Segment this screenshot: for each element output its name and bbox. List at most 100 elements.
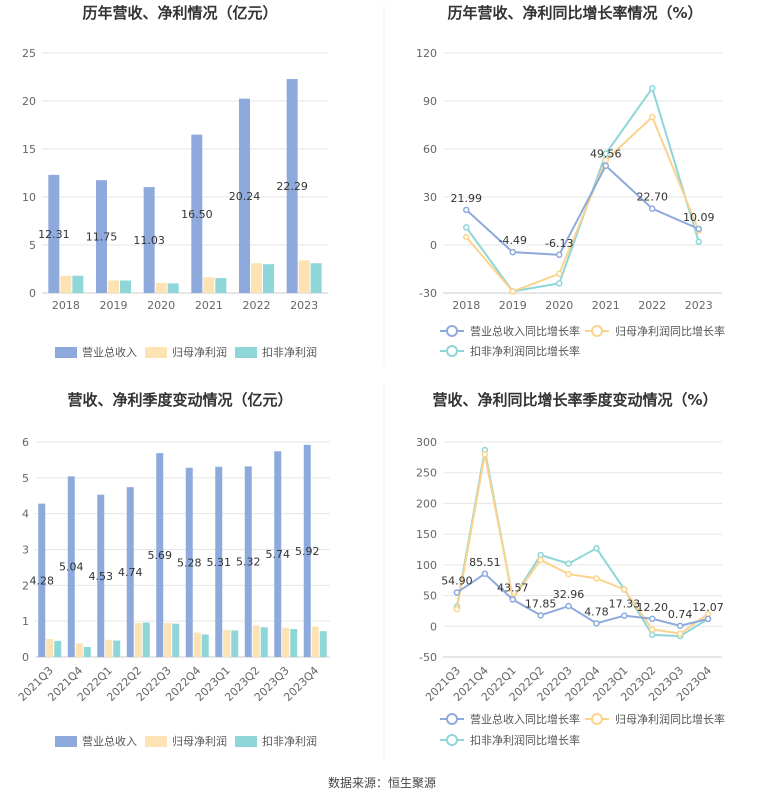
bar-data-label: 4.53 bbox=[89, 570, 114, 583]
series-point-1 bbox=[602, 162, 609, 169]
series-point-1 bbox=[481, 570, 489, 578]
line-data-label: 32.96 bbox=[553, 588, 585, 601]
series-point-2 bbox=[621, 586, 628, 593]
y-tick-label: 200 bbox=[416, 497, 437, 510]
bar-data-label: 5.92 bbox=[295, 545, 320, 558]
series-point-3 bbox=[602, 150, 609, 158]
chart-title: 历年营收、净利情况（亿元） bbox=[82, 4, 277, 22]
chart-panel-4: 营收、净利同比增长率季度变动情况（%） -50 0 50 100 150 200 250 300… bbox=[416, 391, 725, 747]
line-data-label: 10.09 bbox=[683, 211, 715, 224]
y-tick-label: 300 bbox=[416, 436, 437, 449]
bar-3-2021Q3 bbox=[54, 640, 62, 657]
legend-swatch bbox=[235, 736, 257, 747]
bar-2-2023Q3 bbox=[282, 627, 290, 657]
legend-item-2[interactable]: 归母净利润 bbox=[145, 345, 227, 359]
legend-item-1[interactable]: 营业总收入同比增长率 bbox=[440, 712, 580, 726]
series-point-1 bbox=[649, 205, 656, 212]
x-tick-label: 2021 bbox=[195, 299, 223, 312]
series-point-1 bbox=[463, 206, 470, 214]
bar-2-2019 bbox=[108, 280, 119, 293]
y-tick-label: 120 bbox=[416, 47, 437, 60]
legend-item-1[interactable]: 营业总收入 bbox=[55, 345, 137, 359]
y-tick-label: 50 bbox=[423, 590, 437, 603]
x-tick-label: 2023 bbox=[290, 299, 318, 312]
legend-item-3[interactable]: 扣非净利润 bbox=[235, 345, 317, 359]
series-point-2 bbox=[565, 570, 572, 578]
legend-marker bbox=[446, 325, 458, 337]
legend-item-2[interactable]: 归母净利润同比增长率 bbox=[585, 324, 725, 338]
y-tick-label: 5 bbox=[22, 472, 29, 485]
legend-label: 扣非净利润 bbox=[262, 345, 317, 359]
bar-data-label: 16.50 bbox=[181, 208, 213, 221]
y-tick-label: 6 bbox=[22, 436, 29, 449]
bar-1-2021Q4 bbox=[67, 476, 75, 657]
legend-marker bbox=[591, 325, 603, 337]
y-tick-label: 1 bbox=[22, 615, 29, 628]
legend-item-3[interactable]: 扣非净利润同比增长率 bbox=[440, 344, 580, 358]
x-tick-label: 2022 bbox=[243, 299, 271, 312]
series-point-2 bbox=[649, 626, 656, 633]
legend-swatch bbox=[235, 347, 257, 358]
bar-1-2020 bbox=[143, 187, 155, 293]
y-tick-label: 3 bbox=[22, 544, 29, 557]
bar-2-2023Q2 bbox=[252, 625, 260, 657]
legend-item-1[interactable]: 营业总收入 bbox=[55, 734, 137, 748]
x-tick-label: 2020 bbox=[147, 299, 175, 312]
y-tick-label: 2 bbox=[22, 579, 29, 592]
legend-marker bbox=[591, 713, 603, 725]
line-data-label: 21.99 bbox=[451, 192, 483, 205]
bar-2-2020 bbox=[155, 282, 167, 293]
y-tick-label: 90 bbox=[423, 95, 437, 108]
bar-1-2019 bbox=[96, 180, 107, 293]
bar-2-2023Q1 bbox=[223, 630, 231, 657]
bar-2-2022Q2 bbox=[134, 622, 142, 657]
x-tick-label: 2018 bbox=[452, 299, 480, 312]
legend-label: 营业总收入同比增长率 bbox=[470, 324, 580, 338]
legend-item-3[interactable]: 扣非净利润 bbox=[235, 734, 317, 748]
series-line-2 bbox=[455, 454, 709, 635]
x-tick-label: 2019 bbox=[499, 299, 527, 312]
legend-label: 扣非净利润同比增长率 bbox=[470, 733, 580, 747]
legend-item-2[interactable]: 归母净利润同比增长率 bbox=[585, 712, 725, 726]
series-point-2 bbox=[649, 113, 656, 121]
bar-3-2018 bbox=[72, 275, 84, 293]
y-tick-label: 5 bbox=[29, 239, 36, 252]
bar-data-label: 11.75 bbox=[86, 231, 118, 244]
line-data-label: 43.57 bbox=[497, 582, 529, 595]
bar-data-label: 5.74 bbox=[266, 548, 291, 561]
chart-title: 历年营收、净利同比增长率情况（%） bbox=[447, 4, 702, 22]
data-source-text: 数据来源：恒生聚源 bbox=[328, 775, 436, 790]
series-point-3 bbox=[649, 84, 656, 92]
bar-1-2023Q1 bbox=[215, 466, 223, 657]
series-point-1 bbox=[704, 615, 712, 623]
y-tick-label: -30 bbox=[419, 287, 437, 300]
legend-marker bbox=[446, 734, 458, 746]
series-point-3 bbox=[556, 280, 563, 287]
y-tick-label: 10 bbox=[22, 191, 36, 204]
legend-marker bbox=[446, 345, 458, 357]
series-point-1 bbox=[676, 622, 684, 630]
line-data-label: 22.70 bbox=[637, 191, 669, 204]
bar-1-2023Q2 bbox=[244, 466, 252, 657]
bar-data-label: 5.69 bbox=[148, 549, 173, 562]
y-tick-label: 0 bbox=[29, 287, 36, 300]
bar-3-2023Q1 bbox=[231, 630, 239, 657]
line-data-label: -4.49 bbox=[499, 234, 527, 247]
bar-2-2023Q4 bbox=[311, 626, 319, 657]
bar-3-2022Q3 bbox=[172, 623, 180, 657]
legend-item-2[interactable]: 归母净利润 bbox=[145, 734, 227, 748]
x-tick-label: 2022 bbox=[638, 299, 666, 312]
series-point-1 bbox=[593, 620, 600, 627]
legend-label: 归母净利润同比增长率 bbox=[615, 324, 725, 338]
chart-title: 营收、净利同比增长率季度变动情况（%） bbox=[432, 391, 717, 409]
series-point-2 bbox=[463, 233, 470, 241]
legend-label: 扣非净利润同比增长率 bbox=[470, 344, 580, 358]
legend-item-3[interactable]: 扣非净利润同比增长率 bbox=[440, 733, 580, 747]
legend-swatch bbox=[145, 736, 167, 747]
bar-3-2020 bbox=[167, 283, 179, 293]
bar-3-2022Q2 bbox=[142, 622, 150, 657]
legend-item-1[interactable]: 营业总收入同比增长率 bbox=[440, 324, 580, 338]
bar-2-2021Q4 bbox=[75, 643, 83, 657]
bar-data-label: 12.31 bbox=[38, 228, 70, 241]
line-data-label: 49.56 bbox=[590, 148, 622, 161]
